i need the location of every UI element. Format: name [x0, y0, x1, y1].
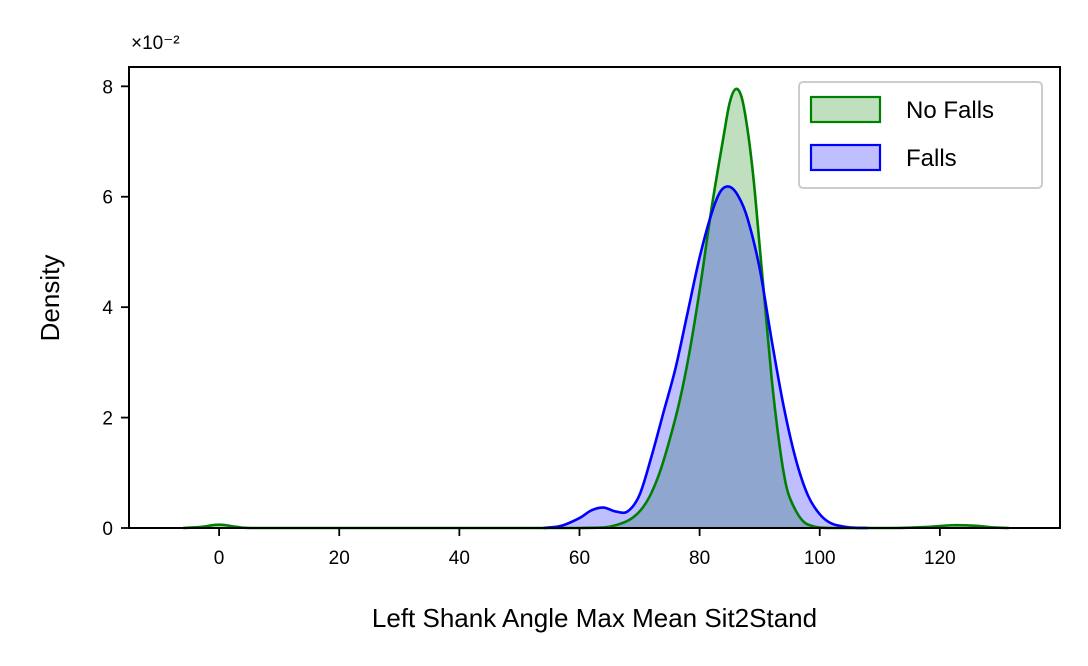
x-tick-label-80: 80 — [689, 548, 710, 569]
legend-label-falls: Falls — [906, 145, 957, 172]
y-tick-label-6: 6 — [102, 188, 113, 209]
legend-label-no-falls: No Falls — [906, 97, 994, 124]
series-line-falls — [543, 185, 868, 530]
legend-swatch-falls — [809, 143, 882, 172]
series-fill-falls — [543, 186, 868, 528]
x-tick-label-0: 0 — [214, 548, 225, 569]
x-tick-label-40: 40 — [449, 548, 470, 569]
axes: 0 20 40 60 80 100 120 0 2 4 6 8 — [102, 66, 1061, 569]
y-tick-label-0: 0 — [102, 519, 113, 540]
y-tick-label-2: 2 — [102, 409, 113, 430]
legend-entry-falls: Falls — [809, 143, 957, 172]
legend-box — [798, 81, 1043, 189]
legend-entry-no-falls: No Falls — [809, 95, 994, 124]
y-axis-title: Density — [35, 255, 65, 342]
legend-swatch-no-falls — [809, 95, 882, 124]
x-tick-label-60: 60 — [569, 548, 590, 569]
x-tick-label-100: 100 — [804, 548, 836, 569]
y-tick-label-8: 8 — [102, 77, 113, 98]
axes-frame — [128, 66, 1061, 529]
legend: No Falls Falls — [798, 81, 1043, 189]
y-axis-multiplier: ×10⁻² — [131, 33, 180, 54]
y-tick-label-4: 4 — [102, 298, 113, 319]
x-axis-title: Left Shank Angle Max Mean Sit2Stand — [372, 603, 817, 633]
x-tick-label-120: 120 — [924, 548, 956, 569]
x-tick-label-20: 20 — [329, 548, 350, 569]
